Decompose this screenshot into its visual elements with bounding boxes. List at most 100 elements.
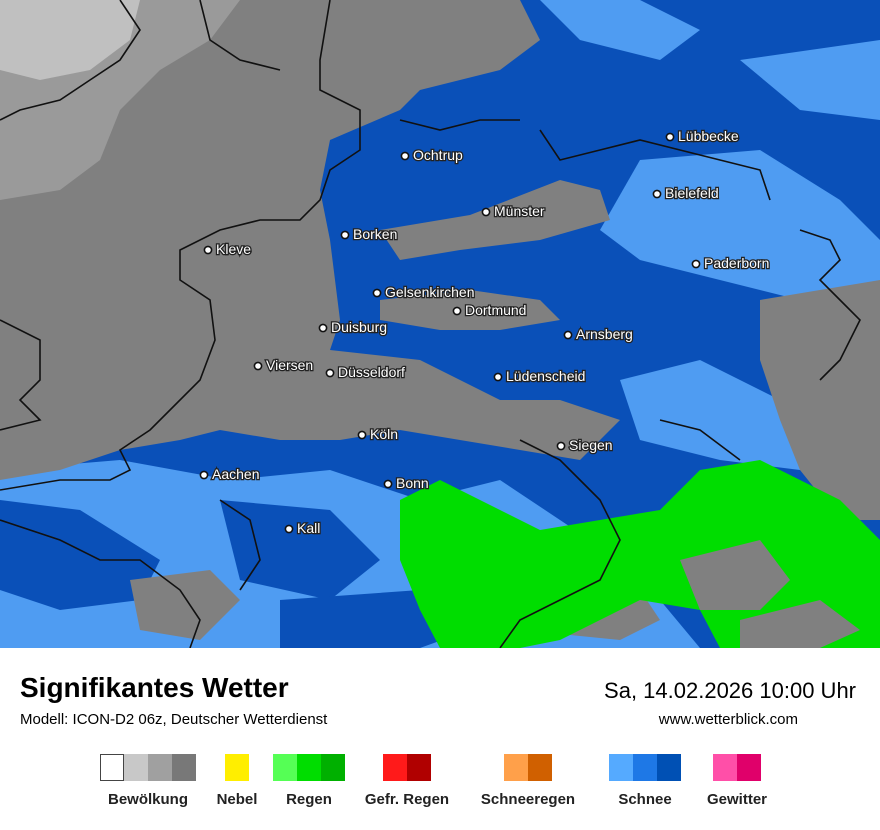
- legend-label: Gewitter: [706, 791, 767, 808]
- city-dot: [556, 441, 566, 451]
- legend-swatch: [273, 754, 297, 781]
- city-dot: [452, 306, 462, 316]
- city-label: Bielefeld: [665, 185, 719, 201]
- legend-swatch: [713, 754, 737, 781]
- city-label: Köln: [370, 426, 398, 442]
- legend-swatches: [337, 754, 477, 781]
- city-label: Siegen: [569, 437, 613, 453]
- city-label: Münster: [494, 203, 545, 219]
- city-dot: [400, 151, 410, 161]
- city-duisburg: Duisburg: [318, 318, 388, 336]
- city-kall: Kall: [284, 519, 322, 537]
- legend-swatches: [78, 754, 218, 781]
- city-münster: Münster: [481, 202, 546, 220]
- city-label: Kleve: [216, 241, 251, 257]
- city-dot: [691, 259, 701, 269]
- city-label: Düsseldorf: [338, 364, 405, 380]
- legend-swatch: [504, 754, 528, 781]
- city-dot: [253, 361, 263, 371]
- city-dot: [493, 372, 503, 382]
- legend-swatch: [297, 754, 321, 781]
- legend-label: Regen: [286, 791, 332, 808]
- map-title: Signifikantes Wetter: [20, 672, 289, 703]
- weather-map: Ochtrup Lübbecke Bielefeld Münster Borken Kle…: [0, 0, 880, 648]
- rain-cloud-patches: [680, 540, 860, 648]
- city-label: Dortmund: [465, 302, 526, 318]
- forecast-datetime: Sa, 14.02.2026 10:00 Uhr: [604, 678, 856, 703]
- city-label: Arnsberg: [576, 326, 633, 342]
- city-dot: [383, 479, 393, 489]
- legend-swatch: [148, 754, 172, 781]
- city-lübbecke: Lübbecke: [665, 127, 740, 145]
- city-düsseldorf: Düsseldorf: [325, 363, 406, 381]
- city-dot: [665, 132, 675, 142]
- legend-item-5: Schnee: [575, 754, 715, 808]
- legend-swatches: [239, 754, 379, 781]
- city-viersen: Viersen: [253, 356, 315, 374]
- legend-swatch: [124, 754, 148, 781]
- legend-swatch: [383, 754, 407, 781]
- city-dot: [284, 524, 294, 534]
- legend-item-4: Schneeregen: [458, 754, 598, 808]
- city-label: Bonn: [396, 475, 429, 491]
- city-dot: [481, 207, 491, 217]
- city-label: Aachen: [212, 466, 259, 482]
- city-paderborn: Paderborn: [691, 254, 771, 272]
- city-dot: [340, 230, 350, 240]
- city-label: Viersen: [266, 357, 313, 373]
- city-kleve: Kleve: [203, 240, 253, 258]
- legend-label: Bewölkung: [107, 791, 188, 808]
- legend-swatch: [172, 754, 196, 781]
- city-ochtrup: Ochtrup: [400, 146, 464, 164]
- city-aachen: Aachen: [199, 465, 261, 483]
- city-label: Duisburg: [331, 319, 387, 335]
- city-köln: Köln: [357, 425, 399, 443]
- city-borken: Borken: [340, 225, 399, 243]
- legend-label: Schnee: [618, 791, 672, 808]
- info-panel: [0, 648, 880, 830]
- legend-swatch: [100, 754, 124, 781]
- city-dortmund: Dortmund: [452, 301, 528, 319]
- city-markers: Ochtrup Lübbecke Bielefeld Münster Borken Kle…: [199, 127, 771, 537]
- legend-swatches: [667, 754, 807, 781]
- legend-swatch: [225, 754, 249, 781]
- legend-swatch: [407, 754, 431, 781]
- city-dot: [199, 470, 209, 480]
- legend-label: Nebel: [216, 791, 258, 808]
- model-info: Modell: ICON-D2 06z, Deutscher Wetterdie…: [20, 711, 328, 728]
- legend-swatch: [321, 754, 345, 781]
- legend-swatches: [575, 754, 715, 781]
- city-label: Kall: [297, 520, 320, 536]
- legend-swatch: [609, 754, 633, 781]
- city-dot: [357, 430, 367, 440]
- legend-label: Schneeregen: [480, 791, 576, 808]
- legend-label: Gefr. Regen: [364, 791, 450, 808]
- city-dot: [318, 323, 328, 333]
- city-bonn: Bonn: [383, 474, 430, 492]
- legend-swatches: [458, 754, 598, 781]
- city-dot: [325, 368, 335, 378]
- legend-swatches: [167, 754, 307, 781]
- city-dot: [652, 189, 662, 199]
- legend-item-6: Gewitter: [667, 754, 807, 808]
- city-label: Lüdenscheid: [506, 368, 585, 384]
- legend-item-2: Regen: [239, 754, 379, 808]
- city-dot: [563, 330, 573, 340]
- legend-item-0: Bewölkung: [78, 754, 218, 808]
- legend-swatch: [737, 754, 761, 781]
- website-link[interactable]: www.wetterblick.com: [658, 711, 798, 728]
- dark-snow-areas: [0, 500, 610, 648]
- city-arnsberg: Arnsberg: [563, 325, 634, 343]
- legend-swatch: [528, 754, 552, 781]
- legend-item-1: Nebel: [167, 754, 307, 808]
- national-border: [0, 0, 361, 491]
- city-label: Lübbecke: [678, 128, 739, 144]
- legend-swatch: [633, 754, 657, 781]
- legend-item-3: Gefr. Regen: [337, 754, 477, 808]
- city-label: Borken: [353, 226, 397, 242]
- city-lüdenscheid: Lüdenscheid: [493, 367, 587, 385]
- city-gelsenkirchen: Gelsenkirchen: [372, 283, 476, 301]
- city-label: Ochtrup: [413, 147, 463, 163]
- city-label: Gelsenkirchen: [385, 284, 475, 300]
- city-siegen: Siegen: [556, 436, 614, 454]
